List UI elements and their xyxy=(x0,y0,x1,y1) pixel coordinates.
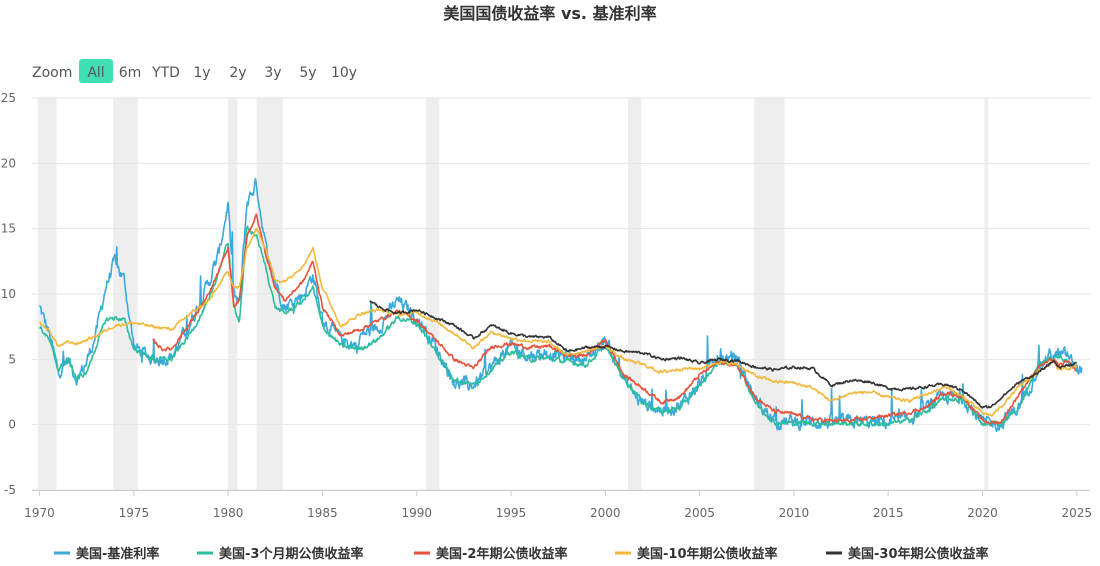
legend-item-3m-yield[interactable]: 美国-3个月期公债收益率 xyxy=(197,546,363,562)
legend-label: 美国-基准利率 xyxy=(76,546,159,562)
x-tick-label: 1980 xyxy=(213,506,244,520)
zoom-button-all[interactable]: All xyxy=(79,59,113,83)
legend-item-30y-yield[interactable]: 美国-30年期公债收益率 xyxy=(826,546,989,562)
x-axis: 1970 1975 1980 1985 1990 1995 2000 2005 2010 2015… xyxy=(24,490,1092,520)
zoom-button-label: 2y xyxy=(229,65,246,81)
legend-item-10y-yield[interactable]: 美国-10年期公债收益率 xyxy=(615,546,778,562)
y-tick-label: -5 xyxy=(4,483,16,497)
x-tick-label: 2000 xyxy=(590,506,621,520)
series-line-3m-yield xyxy=(38,225,1077,428)
x-tick-label: 2015 xyxy=(873,506,904,520)
zoom-button-6m[interactable]: 6m xyxy=(115,59,145,83)
legend: 美国-基准利率 美国-3个月期公债收益率 美国-2年期公债收益率 美国-10年期公债收… xyxy=(54,546,989,562)
series-line-30y-yield xyxy=(369,300,1078,409)
zoom-button-label: 6m xyxy=(119,65,142,81)
chart-title: 美国国债收益率 vs. 基准利率 xyxy=(443,4,656,23)
legend-label: 美国-3个月期公债收益率 xyxy=(219,546,363,562)
zoom-button-1y[interactable]: 1y xyxy=(188,59,216,83)
x-tick-label: 2025 xyxy=(1062,506,1093,520)
zoom-button-label: 10y xyxy=(331,65,357,81)
zoom-button-label: YTD xyxy=(151,65,180,81)
y-tick-label: 15 xyxy=(1,222,16,236)
series-line-2y-yield xyxy=(152,213,1077,425)
series-line-10y-yield xyxy=(38,227,1078,417)
zoom-button-5y[interactable]: 5y xyxy=(294,59,322,83)
y-axis: 25 20 15 10 5 0 -5 xyxy=(1,91,16,497)
y-tick-label: 0 xyxy=(8,418,16,432)
zoom-button-label: 1y xyxy=(193,65,210,81)
zoom-button-2y[interactable]: 2y xyxy=(224,59,252,83)
y-tick-label: 25 xyxy=(1,91,16,105)
zoom-button-3y[interactable]: 3y xyxy=(259,59,287,83)
x-tick-label: 2010 xyxy=(779,506,810,520)
zoom-button-10y[interactable]: 10y xyxy=(327,59,361,83)
zoom-toolbar: Zoom All 6m YTD 1y 2y 3y 5y 10y xyxy=(32,59,361,83)
zoom-label: Zoom xyxy=(32,65,72,81)
x-tick-label: 2020 xyxy=(967,506,998,520)
plot-area xyxy=(38,178,1083,433)
legend-label: 美国-10年期公债收益率 xyxy=(637,546,778,562)
x-tick-label: 1985 xyxy=(307,506,338,520)
zoom-button-label: 5y xyxy=(299,65,316,81)
x-tick-label: 2005 xyxy=(684,506,715,520)
grid-lines xyxy=(32,97,1090,491)
zoom-button-ytd[interactable]: YTD xyxy=(148,59,184,83)
y-tick-label: 20 xyxy=(1,156,16,170)
x-tick-label: 1970 xyxy=(24,506,55,520)
legend-item-prime-rate[interactable]: 美国-基准利率 xyxy=(54,546,159,562)
legend-label: 美国-2年期公债收益率 xyxy=(436,546,567,562)
legend-item-2y-yield[interactable]: 美国-2年期公债收益率 xyxy=(414,546,567,562)
y-tick-label: 10 xyxy=(1,287,16,301)
x-tick-label: 1975 xyxy=(119,506,150,520)
x-tick-label: 1990 xyxy=(401,506,432,520)
y-tick-label: 5 xyxy=(8,352,16,366)
legend-label: 美国-30年期公债收益率 xyxy=(848,546,989,562)
x-tick-label: 1995 xyxy=(496,506,527,520)
zoom-button-label: 3y xyxy=(264,65,281,81)
zoom-button-label: All xyxy=(87,65,104,81)
